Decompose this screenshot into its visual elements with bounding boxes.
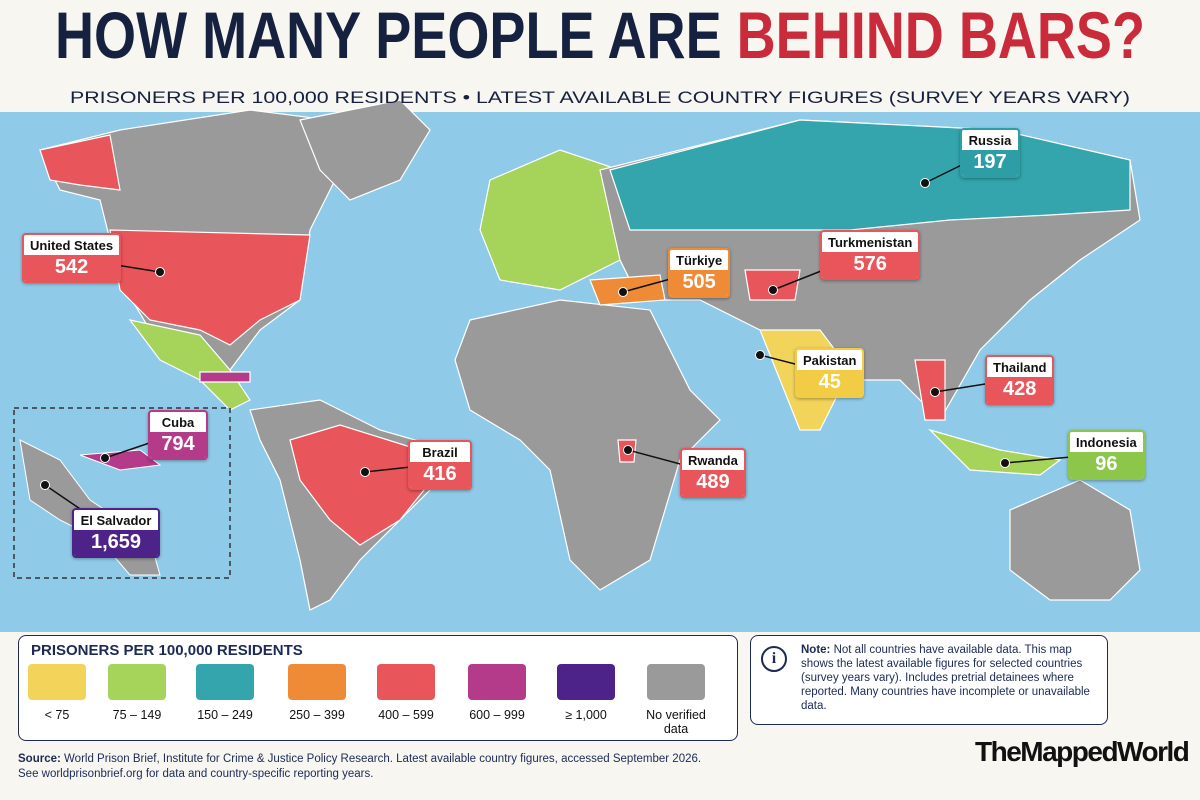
callout: Russia 197 bbox=[960, 128, 1020, 178]
leader-dot bbox=[930, 387, 940, 397]
callout-value: 197 bbox=[962, 150, 1018, 176]
source-line: World Prison Brief, Institute for Crime … bbox=[64, 753, 702, 765]
legend-swatch bbox=[557, 664, 615, 700]
callout-country: El Salvador bbox=[80, 513, 152, 528]
legend-swatch bbox=[28, 664, 86, 700]
callout-value: 794 bbox=[150, 432, 206, 458]
callout-value: 428 bbox=[987, 377, 1053, 403]
callout: Brazil 416 bbox=[408, 440, 472, 490]
callout-value: 1,659 bbox=[74, 530, 158, 556]
title-lead: HOW MANY PEOPLE ARE bbox=[55, 0, 722, 72]
source-line: See worldprisonbrief.org for data and co… bbox=[18, 768, 374, 780]
callout: Rwanda 489 bbox=[680, 448, 746, 498]
legend-swatch bbox=[288, 664, 346, 700]
callout-value: 96 bbox=[1070, 452, 1143, 478]
title-accent: BEHIND BARS? bbox=[737, 0, 1145, 72]
note-label: Note: bbox=[801, 644, 831, 656]
callout: Indonesia 96 bbox=[1068, 430, 1145, 480]
callout: Türkiye 505 bbox=[668, 248, 731, 298]
source: Source: World Prison Brief, Institute fo… bbox=[18, 752, 701, 782]
land bbox=[39, 99, 1141, 611]
inset-cuba bbox=[79, 449, 162, 471]
leader-dot bbox=[100, 453, 110, 463]
legend-label: ≥ 1,000 bbox=[565, 708, 607, 722]
callout: El Salvador 1,659 bbox=[72, 508, 160, 558]
legend-label: 600 – 999 bbox=[469, 708, 525, 722]
brand: TheMappedWorld bbox=[975, 736, 1190, 767]
source-label: Source: bbox=[18, 753, 61, 765]
callout-country: Russia bbox=[968, 133, 1012, 148]
leader-dot bbox=[623, 445, 633, 455]
leader-dot bbox=[768, 285, 778, 295]
leader-dot bbox=[155, 267, 165, 277]
leader-dot bbox=[618, 287, 628, 297]
leader-dot bbox=[40, 480, 50, 490]
callout-value: 45 bbox=[797, 370, 863, 396]
callout-value: 505 bbox=[670, 270, 729, 296]
callout-country: Rwanda bbox=[688, 453, 738, 468]
callout: Pakistan 45 bbox=[795, 348, 865, 398]
callout-value: 542 bbox=[24, 255, 120, 281]
legend-swatch bbox=[647, 664, 705, 700]
callout-country: Pakistan bbox=[803, 353, 857, 368]
callout-country: Indonesia bbox=[1076, 435, 1137, 450]
legend-swatch bbox=[196, 664, 254, 700]
callout-country: Turkmenistan bbox=[828, 235, 913, 250]
callout: Cuba 794 bbox=[148, 410, 208, 460]
subtitle: PRISONERS PER 100,000 RESIDENTS • LATEST… bbox=[70, 88, 1130, 107]
leader-dot bbox=[920, 178, 930, 188]
callout-country: Türkiye bbox=[676, 253, 723, 268]
legend-label: No verified data bbox=[646, 708, 706, 736]
leader-dot bbox=[360, 467, 370, 477]
callout: Turkmenistan 576 bbox=[820, 230, 921, 280]
note-text: Note: Not all countries have available d… bbox=[801, 643, 1101, 713]
legend: PRISONERS PER 100,000 RESIDENTS < 75 75 – … bbox=[18, 635, 738, 741]
note-body: Not all countries have available data. T… bbox=[801, 644, 1090, 712]
legend-swatch bbox=[377, 664, 435, 700]
callout-country: Cuba bbox=[161, 415, 195, 430]
callout: United States 542 bbox=[22, 233, 122, 283]
callout-country: Thailand bbox=[993, 360, 1047, 375]
title: HOW MANY PEOPLE ARE BEHIND BARS? bbox=[55, 0, 1145, 72]
legend-swatch bbox=[468, 664, 526, 700]
note: i Note: Not all countries have available… bbox=[750, 635, 1108, 725]
callout: Thailand 428 bbox=[985, 355, 1055, 405]
legend-label: 75 – 149 bbox=[112, 708, 162, 722]
legend-label: < 75 bbox=[44, 708, 70, 722]
callout-country: Brazil bbox=[422, 445, 458, 460]
leader-dot bbox=[1000, 458, 1010, 468]
callout-country: United States bbox=[30, 238, 114, 253]
callout-value: 416 bbox=[410, 462, 470, 488]
callout-value: 576 bbox=[822, 252, 919, 278]
legend-label: 150 – 249 bbox=[197, 708, 253, 722]
legend-title: PRISONERS PER 100,000 RESIDENTS bbox=[31, 642, 303, 659]
info-icon: i bbox=[761, 646, 787, 672]
callout-value: 489 bbox=[682, 470, 744, 496]
legend-label: 250 – 399 bbox=[289, 708, 345, 722]
legend-label: 400 – 599 bbox=[378, 708, 434, 722]
leader-dot bbox=[755, 350, 765, 360]
legend-swatch bbox=[108, 664, 166, 700]
